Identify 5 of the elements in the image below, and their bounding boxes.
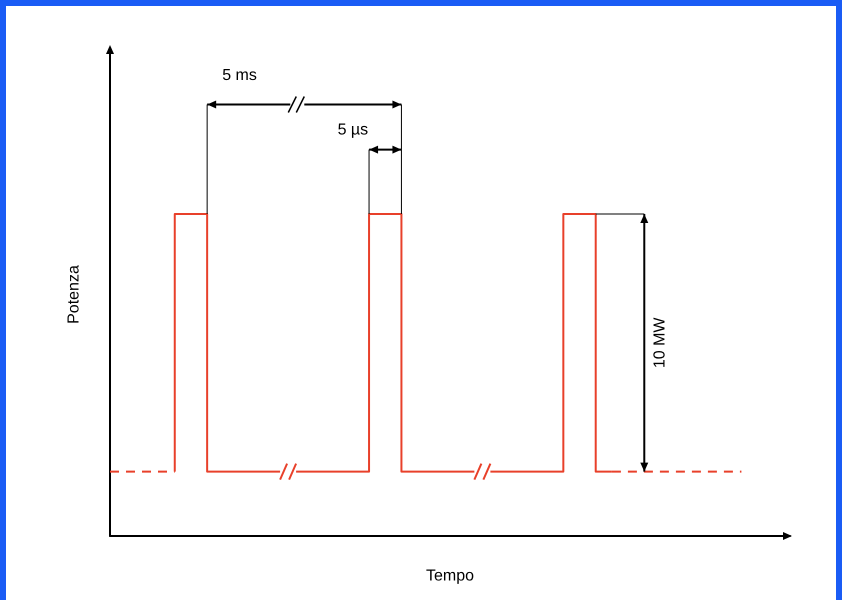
- text: 5 µs: [338, 122, 368, 139]
- text: 5 ms: [222, 66, 257, 84]
- x-axis-title: Tempo: [426, 568, 474, 584]
- annotation: 10 MW: [652, 316, 669, 368]
- y-axis-title: Potenza: [66, 265, 82, 324]
